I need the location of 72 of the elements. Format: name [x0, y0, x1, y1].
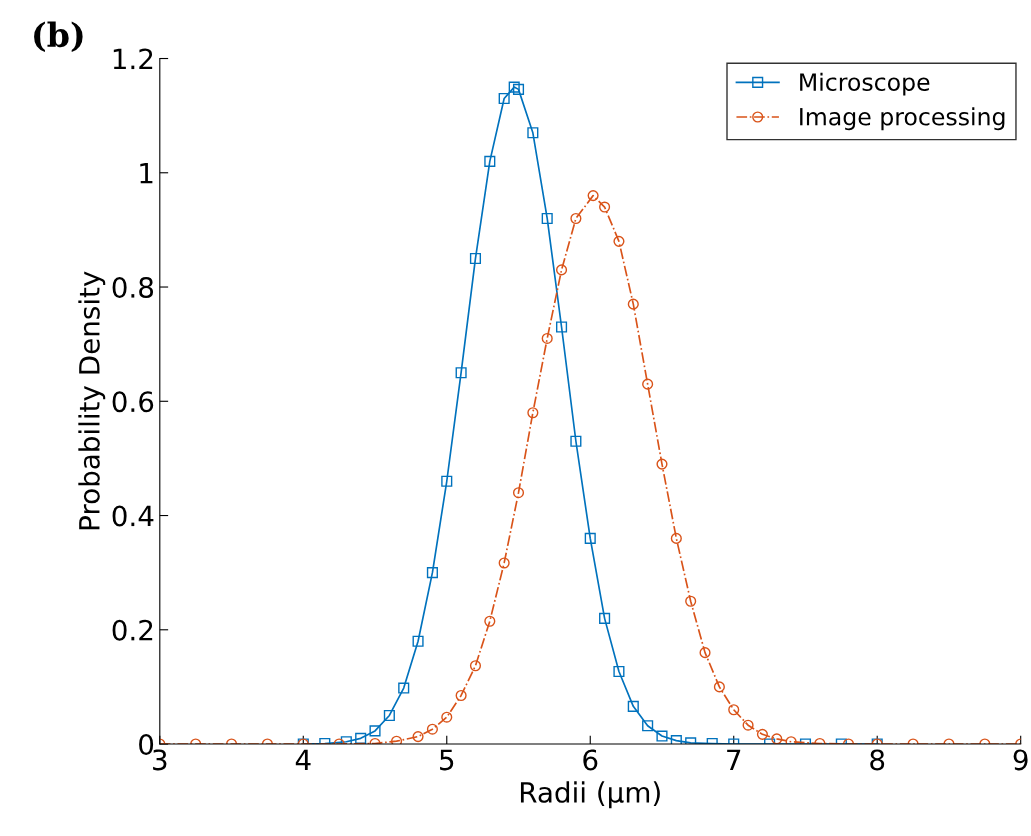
point	[642, 720, 654, 732]
point	[469, 660, 482, 672]
x-tick-label: 4	[295, 749, 311, 771]
point	[498, 92, 510, 105]
x-tick-label: 6	[583, 749, 598, 771]
point	[498, 557, 510, 569]
point	[555, 264, 568, 276]
point	[455, 689, 467, 702]
point	[584, 532, 596, 544]
y-tick-label: 0.6	[112, 391, 154, 413]
y-axis-title: Probability Density	[78, 271, 106, 530]
y-tick-label: 0.2	[112, 619, 153, 641]
x-tick-label: 7	[727, 749, 741, 771]
point	[670, 735, 682, 745]
point	[670, 532, 682, 544]
point	[756, 728, 768, 740]
point	[570, 212, 582, 225]
point	[555, 321, 568, 333]
point	[627, 298, 639, 310]
point	[728, 704, 740, 716]
point	[512, 83, 525, 95]
point	[613, 235, 625, 247]
point	[508, 81, 520, 93]
point	[656, 730, 668, 742]
y-tick-label: 1.2	[113, 48, 153, 70]
x-tick-label: 5	[440, 749, 454, 771]
point	[541, 332, 553, 344]
x-tick-label: 9	[1013, 749, 1028, 771]
point	[369, 725, 381, 737]
point	[412, 635, 424, 647]
point	[426, 567, 438, 579]
point	[398, 682, 410, 694]
point	[642, 378, 654, 390]
point	[699, 647, 711, 659]
point	[771, 733, 783, 745]
legend-label: Microscope	[800, 72, 930, 96]
point	[455, 367, 467, 379]
legend-label: Image processing	[800, 107, 1005, 131]
point	[613, 665, 625, 678]
point	[685, 595, 697, 607]
x-axis-title: Radii (μm)	[520, 781, 660, 809]
point	[527, 407, 539, 419]
point	[383, 709, 395, 722]
point	[441, 475, 453, 487]
x-tick-label: 8	[870, 749, 885, 771]
point	[355, 732, 367, 744]
text: (b)	[34, 21, 83, 53]
point	[390, 735, 403, 745]
point	[599, 201, 611, 213]
point	[656, 458, 668, 470]
point	[587, 190, 599, 202]
y-tick-label: 0.4	[112, 505, 154, 527]
point	[412, 731, 424, 743]
point	[570, 435, 582, 447]
y-tick-label: 0	[139, 733, 154, 755]
point	[426, 723, 438, 735]
point	[512, 487, 525, 499]
x-tick-label: 3	[153, 749, 167, 771]
y-tick-label: 1	[140, 163, 153, 184]
point	[785, 736, 797, 745]
point	[627, 700, 639, 712]
y-tick-label: 0.8	[112, 276, 154, 298]
point	[527, 127, 539, 139]
point	[484, 155, 496, 167]
point	[742, 719, 754, 731]
point	[541, 212, 553, 225]
point	[713, 681, 725, 693]
point	[441, 711, 453, 723]
point	[599, 612, 611, 624]
point	[484, 615, 496, 627]
point	[340, 736, 352, 745]
point	[469, 252, 482, 265]
